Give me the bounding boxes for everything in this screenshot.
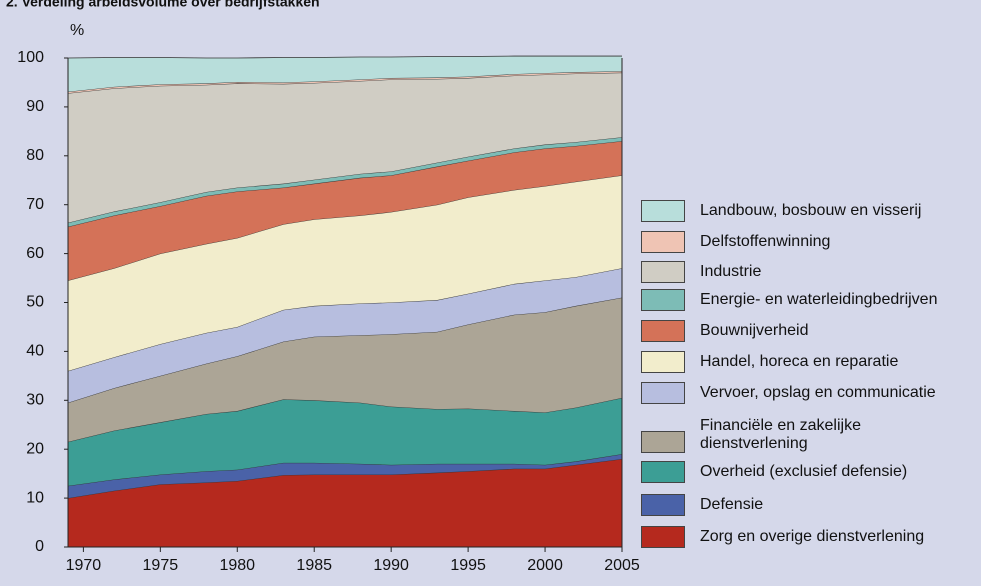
legend-swatch: [641, 231, 685, 253]
area-edge: [67, 55, 622, 59]
area: [68, 141, 622, 281]
legend-item: Vervoer, opslag en communicatie: [641, 381, 972, 405]
x-tick-label: 1995: [450, 557, 486, 574]
chart-title: 2. Verdeling arbeidsvolume over bedrijfs…: [6, 0, 320, 10]
legend-swatch: [641, 200, 685, 222]
legend-swatch: [641, 431, 685, 453]
y-tick-label: 80: [26, 147, 44, 164]
x-tick-label: 1970: [66, 557, 102, 574]
legend-swatch: [641, 320, 685, 342]
area: [68, 71, 622, 94]
y-tick-label: 0: [35, 538, 44, 555]
area: [68, 268, 622, 403]
x-tick-label: 1990: [373, 557, 409, 574]
legend-swatch: [641, 351, 685, 373]
y-tick-label: 20: [26, 440, 44, 457]
legend-item: Bouwnijverheid: [641, 319, 972, 343]
legend-label: Industrie: [700, 263, 762, 280]
y-tick-label: 40: [26, 343, 44, 360]
legend-label: Delfstoffenwinning: [700, 233, 831, 250]
legend-swatch: [641, 494, 685, 516]
legend-label: Overheid (exclusief defensie): [700, 463, 908, 480]
area: [68, 458, 622, 547]
y-axis-label: %: [70, 22, 84, 39]
area: [68, 397, 622, 486]
legend-item: Landbouw, bosbouw en visserij: [641, 199, 972, 223]
legend-item: Delfstoffenwinning: [641, 230, 972, 254]
x-tick-label: 1980: [219, 557, 255, 574]
legend-label: Defensie: [700, 496, 764, 513]
area: [68, 56, 622, 92]
x-tick-label: 2005: [604, 557, 640, 574]
legend-item: Industrie: [641, 260, 972, 284]
legend-label: Zorg en overige dienstverlening: [700, 528, 925, 545]
y-tick-label: 100: [17, 49, 44, 66]
legend-item: Zorg en overige dienstverlening: [641, 525, 972, 549]
legend-swatch: [641, 382, 685, 404]
area: [68, 297, 622, 442]
x-tick-label: 2000: [527, 557, 563, 574]
area: [68, 175, 622, 371]
legend-label: Financiële en zakelijke dienstverlening: [700, 417, 861, 452]
y-tick-label: 60: [26, 245, 44, 262]
area: [68, 137, 622, 227]
area: [68, 72, 622, 223]
legend-item: Defensie: [641, 493, 972, 517]
y-tick-label: 70: [26, 196, 44, 213]
legend-label: Energie- en waterleidingbedrijven: [700, 291, 938, 308]
y-tick-label: 30: [26, 392, 44, 409]
legend-label: Vervoer, opslag en communicatie: [700, 384, 936, 401]
legend-item: Financiële en zakelijke dienstverlening: [641, 417, 972, 453]
y-tick-label: 50: [26, 294, 44, 311]
area: [68, 454, 622, 499]
legend-swatch: [641, 261, 685, 283]
legend-label: Landbouw, bosbouw en visserij: [700, 202, 922, 219]
x-tick-label: 1985: [296, 557, 332, 574]
legend-label: Bouwnijverheid: [700, 322, 809, 339]
legend-item: Energie- en waterleidingbedrijven: [641, 288, 972, 312]
legend-swatch: [641, 289, 685, 311]
legend-label: Handel, horeca en reparatie: [700, 353, 899, 370]
legend-swatch: [641, 461, 685, 483]
legend-item: Overheid (exclusief defensie): [641, 460, 972, 484]
legend-swatch: [641, 526, 685, 548]
legend-item: Handel, horeca en reparatie: [641, 350, 972, 374]
y-tick-label: 10: [26, 489, 44, 506]
x-tick-label: 1975: [143, 557, 179, 574]
y-tick-label: 90: [26, 98, 44, 115]
